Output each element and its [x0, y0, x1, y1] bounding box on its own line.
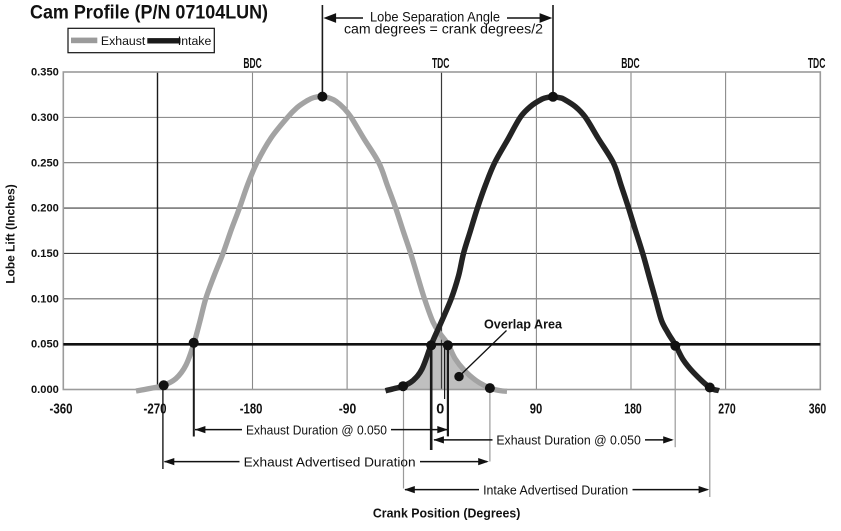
- svg-text:TDC: TDC: [432, 56, 450, 72]
- svg-text:Overlap Area: Overlap Area: [484, 317, 563, 331]
- svg-text:BDC: BDC: [621, 56, 640, 72]
- svg-text:BDC: BDC: [243, 56, 262, 72]
- svg-text:0.300: 0.300: [31, 112, 59, 124]
- svg-text:-360: -360: [50, 402, 73, 418]
- svg-text:Exhaust Advertised Duration: Exhaust Advertised Duration: [244, 454, 416, 469]
- svg-text:0.100: 0.100: [31, 293, 59, 305]
- svg-text:Crank Position (Degrees): Crank Position (Degrees): [373, 506, 521, 520]
- svg-text:0.050: 0.050: [31, 339, 59, 351]
- svg-text:0.250: 0.250: [31, 157, 59, 169]
- svg-text:-90: -90: [339, 402, 357, 418]
- svg-text:180: 180: [624, 402, 642, 418]
- svg-text:0.200: 0.200: [31, 203, 59, 215]
- svg-text:Exhaust: Exhaust: [101, 34, 146, 48]
- svg-text:360: 360: [809, 402, 827, 418]
- svg-text:90: 90: [530, 402, 543, 418]
- svg-text:Lobe Lift (Inches): Lobe Lift (Inches): [4, 184, 17, 283]
- svg-text:Cam Profile (P/N 07104LUN): Cam Profile (P/N 07104LUN): [30, 1, 268, 23]
- svg-text:cam degrees = crank degrees/2: cam degrees = crank degrees/2: [344, 22, 543, 37]
- svg-text:Intake Advertised Duration: Intake Advertised Duration: [483, 482, 628, 497]
- svg-text:270: 270: [718, 402, 736, 418]
- svg-text:Lobe Separation Angle: Lobe Separation Angle: [370, 9, 500, 24]
- svg-text:Exhaust Duration @ 0.050: Exhaust Duration @ 0.050: [496, 433, 641, 448]
- svg-text:-270: -270: [144, 402, 167, 418]
- svg-text:0.150: 0.150: [31, 248, 59, 260]
- svg-text:TDC: TDC: [808, 56, 826, 72]
- svg-text:Intake: Intake: [178, 34, 212, 48]
- svg-text:Exhaust Duration @ 0.050: Exhaust Duration @ 0.050: [246, 422, 387, 437]
- svg-text:0: 0: [436, 402, 444, 418]
- svg-text:-180: -180: [240, 402, 263, 418]
- svg-text:0.350: 0.350: [31, 67, 59, 79]
- svg-text:0.000: 0.000: [31, 384, 59, 396]
